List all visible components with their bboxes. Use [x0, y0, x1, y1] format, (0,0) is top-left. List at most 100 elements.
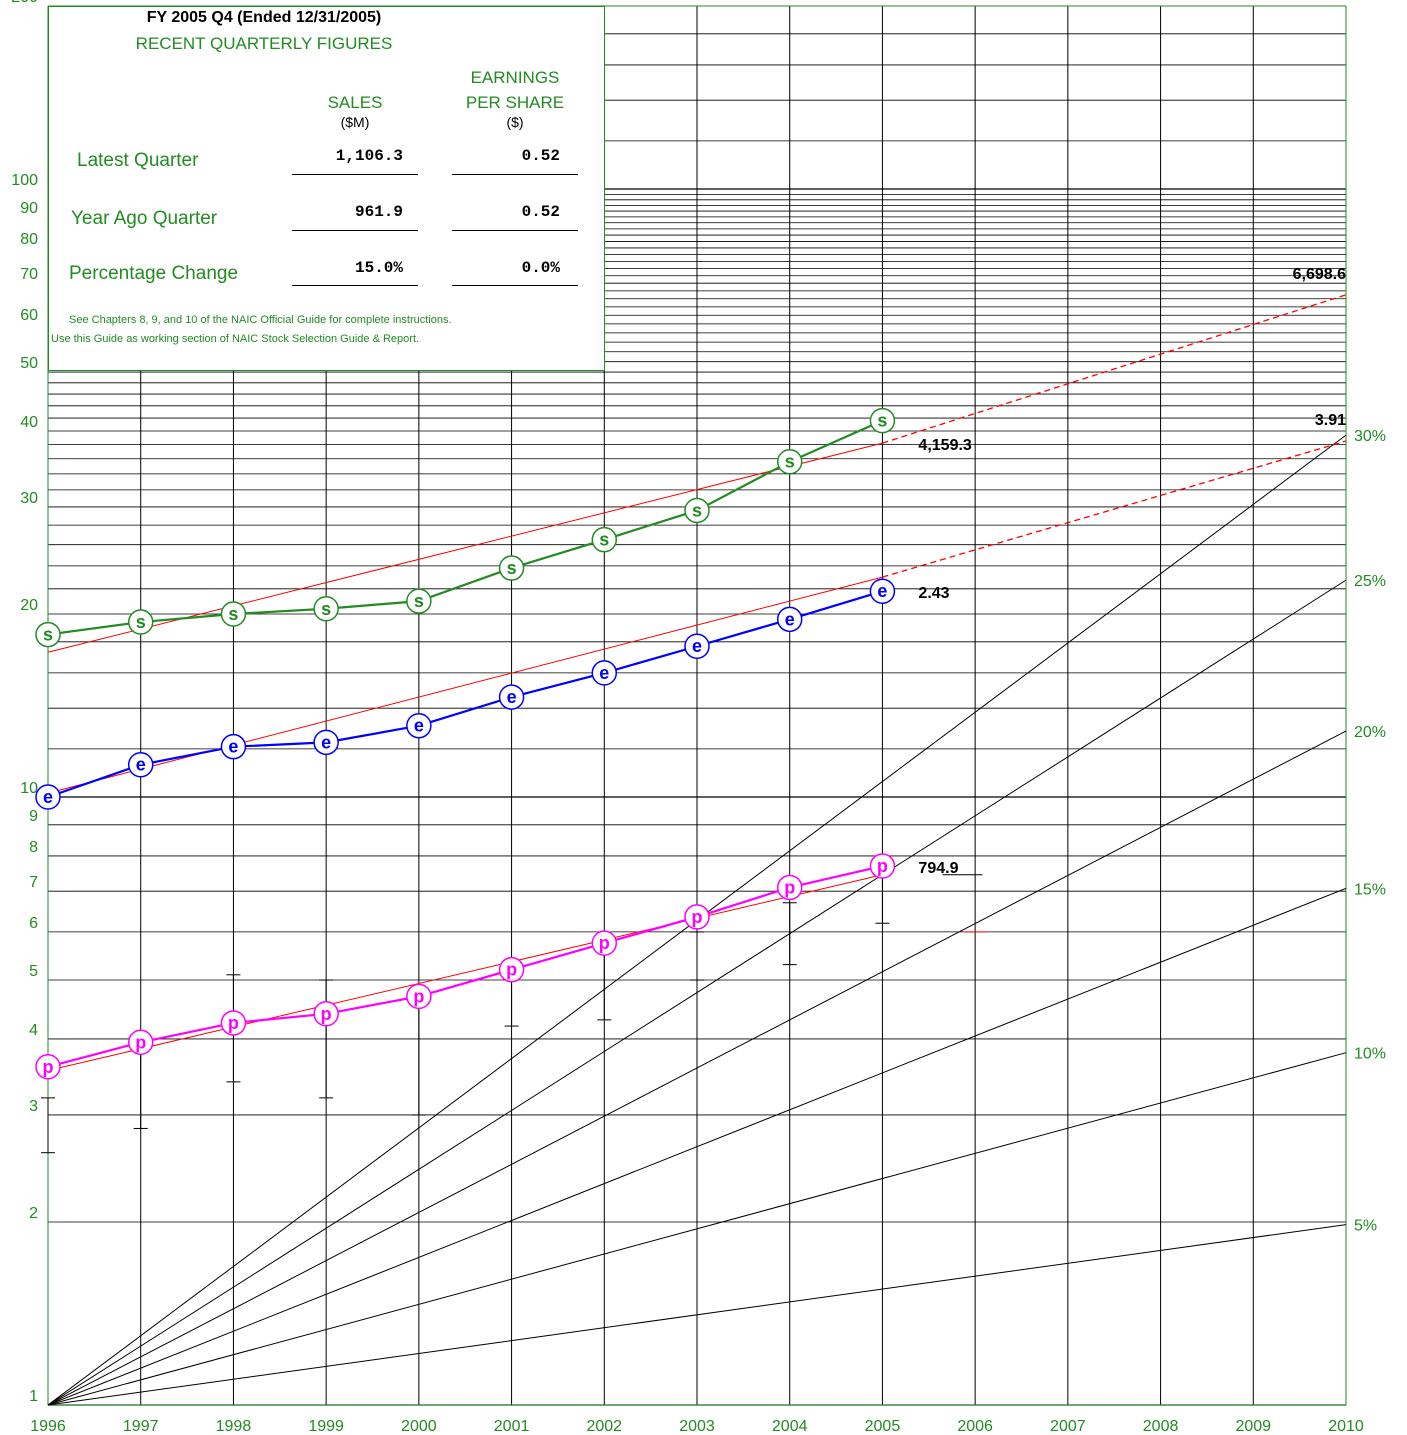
- x-axis-labels: 1996 1997 1998 1999 2000 2001 2002 2003 2004 2005…: [30, 1418, 1364, 1435]
- y-tick-label: 8: [29, 839, 38, 856]
- marker-letter-s: s: [136, 612, 146, 632]
- marker-letter-s: s: [228, 604, 238, 624]
- row-latest-sales: 1,106.3: [335, 147, 403, 165]
- row-pctchange-eps-underline: [452, 285, 578, 286]
- marker-letter-e: e: [877, 581, 887, 601]
- marker-letter-s: s: [692, 500, 702, 520]
- marker-s: [684, 497, 710, 524]
- marker-s: [313, 596, 339, 622]
- y-tick-label: 6: [29, 915, 38, 932]
- y-tick-label: 5: [29, 963, 38, 980]
- panel-title: FY 2005 Q4 (Ended 12/31/2005): [146, 9, 382, 26]
- marker-letter-e: e: [228, 737, 238, 757]
- series-line-e: [47, 590, 883, 799]
- growth-rate-line: [47, 1052, 1347, 1406]
- trend-line-p: [47, 874, 883, 1071]
- x-tick-label: 2008: [1143, 1418, 1179, 1435]
- y-tick-label: 3: [29, 1098, 38, 1115]
- growth-rate-label: 15%: [1354, 881, 1386, 898]
- y-tick-label: 4: [29, 1022, 38, 1039]
- x-tick-label: 1998: [216, 1418, 252, 1435]
- y-tick-label: 20: [20, 597, 38, 614]
- eps-header-2: PER SHARE: [465, 93, 565, 112]
- marker-s: [127, 609, 154, 635]
- growth-rate-label: 30%: [1354, 428, 1386, 445]
- marker-letter-p: p: [413, 986, 424, 1006]
- trend-projection-label: 3.91: [1315, 412, 1346, 429]
- y-tick-label: 200: [11, 0, 38, 6]
- marker-e: [406, 712, 432, 739]
- marker-letter-e: e: [785, 609, 795, 629]
- y-tick-label: 7: [29, 874, 38, 891]
- data-series: s s s s s s s s s s e e e e e e e e e e p p p p p p p p p p: [35, 407, 896, 1080]
- marker-letter-s: s: [414, 591, 424, 611]
- y-tick-label: 30: [20, 490, 38, 507]
- row-yearago-sales: 961.9: [354, 203, 403, 221]
- marker-letter-e: e: [43, 787, 53, 807]
- marker-e: [684, 633, 710, 659]
- x-tick-label: 2007: [1050, 1418, 1086, 1435]
- marker-s: [591, 526, 618, 553]
- x-tick-label: 2003: [679, 1418, 715, 1435]
- marker-e: [127, 751, 154, 778]
- marker-s: [220, 601, 247, 627]
- marker-letter-e: e: [599, 663, 609, 683]
- y-tick-label: 60: [20, 307, 38, 324]
- marker-e: [220, 733, 247, 760]
- marker-p: [220, 1010, 247, 1036]
- row-yearago-label: Year Ago Quarter: [71, 208, 218, 229]
- x-tick-label: 2005: [865, 1418, 901, 1435]
- row-latest-sales-underline: [292, 174, 418, 175]
- marker-letter-p: p: [506, 960, 517, 980]
- marker-letter-s: s: [507, 558, 517, 578]
- marker-letter-s: s: [785, 452, 795, 472]
- row-pctchange-label: Percentage Change: [69, 263, 239, 284]
- marker-letter-s: s: [877, 411, 887, 431]
- panel-note-1: See Chapters 8, 9, and 10 of the NAIC Of…: [69, 314, 452, 326]
- y-tick-label: 9: [29, 808, 38, 825]
- y-tick-label: 40: [20, 414, 38, 431]
- marker-e: [313, 729, 339, 756]
- trend-projection-label: 6,698.6: [1293, 266, 1346, 283]
- y-tick-label: 70: [20, 266, 38, 283]
- x-tick-label: 2000: [401, 1418, 437, 1435]
- growth-rate-label: 5%: [1354, 1218, 1377, 1235]
- marker-letter-s: s: [599, 530, 609, 550]
- x-tick-label: 1997: [123, 1418, 159, 1435]
- marker-letter-e: e: [321, 732, 331, 752]
- marker-letter-e: e: [136, 755, 146, 775]
- sales-header: SALES: [327, 93, 383, 112]
- marker-letter-p: p: [135, 1032, 146, 1052]
- y-axis-labels: 1 2 3 4 5 6 7 8 9 10 20 30 40 50 60 70 80 90 100 200: [11, 0, 38, 1405]
- quarterly-figures-panel: FY 2005 Q4 (Ended 12/31/2005) RECENT QUA…: [48, 6, 605, 371]
- marker-s: [498, 555, 525, 581]
- trend-end-label: 2.43: [918, 585, 949, 602]
- marker-letter-p: p: [599, 933, 610, 953]
- sales-unit: ($M): [340, 114, 370, 130]
- marker-letter-p: p: [784, 877, 795, 897]
- marker-letter-s: s: [43, 625, 53, 645]
- eps-unit: ($): [506, 114, 524, 130]
- growth-rate-line: [47, 579, 1347, 1406]
- marker-letter-e: e: [692, 636, 702, 656]
- marker-letter-e: e: [507, 687, 517, 707]
- row-yearago-sales-underline: [292, 230, 418, 231]
- marker-p: [313, 1001, 339, 1027]
- row-pctchange-sales-underline: [292, 285, 418, 286]
- x-tick-label: 2006: [957, 1418, 993, 1435]
- x-tick-label: 1996: [30, 1418, 66, 1435]
- row-latest-eps: 0.52: [521, 147, 560, 165]
- trend-end-label: 794.9: [918, 860, 958, 877]
- marker-p: [869, 853, 896, 879]
- y-tick-label: 100: [11, 172, 38, 189]
- y-tick-label: 10: [20, 780, 38, 797]
- y-tick-label: 2: [29, 1205, 38, 1222]
- x-tick-label: 2002: [586, 1418, 622, 1435]
- marker-p: [35, 1054, 61, 1080]
- trend-line-e: [47, 576, 883, 794]
- x-tick-label: 2004: [772, 1418, 808, 1435]
- marker-e: [591, 660, 618, 686]
- marker-e: [498, 684, 525, 710]
- x-tick-label: 2001: [494, 1418, 530, 1435]
- marker-letter-p: p: [43, 1057, 54, 1077]
